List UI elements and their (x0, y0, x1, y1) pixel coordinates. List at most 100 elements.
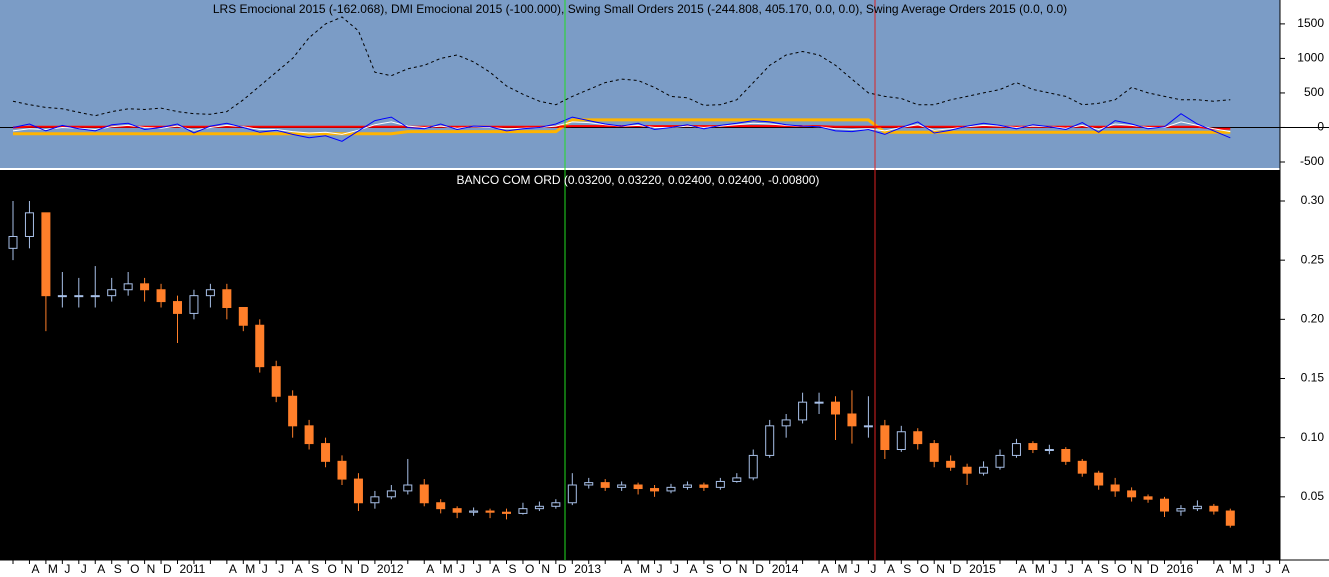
candle-body (90, 295, 100, 298)
x-tick-label: M (640, 562, 650, 576)
candle-body (1044, 448, 1054, 451)
candle-body (24, 212, 34, 237)
x-tick-label: J (870, 562, 876, 576)
x-tick-label: A (295, 562, 303, 576)
y-tick-label: 0.15 (1301, 371, 1325, 385)
candle-body (452, 508, 462, 513)
x-tick-label: A (1216, 562, 1224, 576)
x-tick-label: A (229, 562, 237, 576)
candle-body (781, 419, 791, 427)
x-tick-label: A (821, 562, 829, 576)
x-tick-label: N (739, 562, 748, 576)
y-tick-label: 0.05 (1301, 489, 1325, 503)
candle-body (1225, 510, 1235, 526)
candle-body (1176, 508, 1186, 512)
x-tick-label: S (509, 562, 517, 576)
y-tick-label: 0.30 (1301, 193, 1325, 207)
candle-body (1028, 443, 1038, 450)
x-tick-label: A (887, 562, 895, 576)
x-tick-label: A (1018, 562, 1026, 576)
x-tick-label: J (81, 562, 87, 576)
candle-body (288, 395, 298, 427)
x-tick-label: 2012 (377, 562, 404, 576)
x-tick-label: S (903, 562, 911, 576)
x-tick-label: J (657, 562, 663, 576)
x-tick-label: O (1117, 562, 1126, 576)
candle-body (880, 425, 890, 450)
x-tick-label: O (130, 562, 139, 576)
candle-body (469, 510, 479, 513)
x-tick-label: J (64, 562, 70, 576)
candle-body (1061, 448, 1071, 462)
candle-body (1143, 496, 1153, 500)
candle-body (140, 283, 150, 291)
x-tick-label: M (838, 562, 848, 576)
candle-body (798, 401, 808, 421)
candle-body (370, 496, 380, 504)
x-tick-label: S (706, 562, 714, 576)
x-tick-label: 2011 (180, 562, 206, 576)
x-tick-label: D (953, 562, 962, 576)
candle-body (1094, 472, 1104, 486)
candle-body (1209, 505, 1219, 512)
x-tick-label: A (492, 562, 500, 576)
candle-body (123, 283, 133, 291)
candle-body (518, 508, 528, 514)
candle-body (715, 480, 725, 488)
x-tick-label: J (673, 562, 679, 576)
candle-body (995, 454, 1005, 468)
x-tick-label: 2013 (574, 562, 601, 576)
x-tick-label: D (1150, 562, 1159, 576)
x-tick-label: J (854, 562, 860, 576)
candle-body (304, 425, 314, 445)
x-tick-label: S (1101, 562, 1109, 576)
x-tick-label: J (1051, 562, 1057, 576)
candle-body (1160, 498, 1169, 512)
indicator-line (12, 16, 1231, 117)
x-tick-label: N (344, 562, 353, 576)
candle-body (929, 443, 939, 462)
y-tick-label: 0.25 (1301, 252, 1325, 266)
x-tick-label: D (163, 562, 172, 576)
candle-body (222, 289, 232, 308)
x-tick-label: M (1232, 562, 1242, 576)
x-tick-label: O (920, 562, 929, 576)
candle-body (962, 466, 972, 474)
candle-body (485, 510, 495, 513)
x-tick-label: O (328, 562, 337, 576)
candle-body (173, 301, 182, 314)
candle-body (386, 490, 396, 498)
x-tick-label: D (755, 562, 764, 576)
candle-body (650, 488, 660, 492)
candle-body (831, 401, 840, 415)
x-tick-label: 2014 (772, 562, 799, 576)
x-tick-label: N (541, 562, 550, 576)
candle-body (255, 324, 265, 368)
candle-body (946, 460, 956, 468)
candle-body (403, 484, 413, 492)
y-tick-label: 0 (1317, 120, 1324, 134)
candle-body (600, 482, 610, 488)
x-tick-label: M (48, 562, 58, 576)
candle-body (436, 502, 446, 510)
x-tick-label: D (360, 562, 369, 576)
candle-body (337, 460, 347, 480)
candle-body (238, 306, 248, 326)
x-tick-label: A (689, 562, 697, 576)
x-tick-label: A (31, 562, 39, 576)
x-tick-label: S (114, 562, 122, 576)
candle-body (979, 466, 989, 474)
candle-body (321, 443, 331, 462)
x-tick-label: J (476, 562, 482, 576)
x-tick-label: J (1265, 562, 1271, 576)
candle-body (1192, 505, 1202, 510)
x-tick-label: N (147, 562, 156, 576)
x-tick-label: M (443, 562, 453, 576)
x-tick-label: D (558, 562, 567, 576)
candle-body (1077, 460, 1087, 474)
candle-body (913, 431, 923, 445)
candle-body (847, 413, 857, 427)
candle-body (765, 425, 775, 456)
x-tick-label: 2016 (1167, 562, 1194, 576)
